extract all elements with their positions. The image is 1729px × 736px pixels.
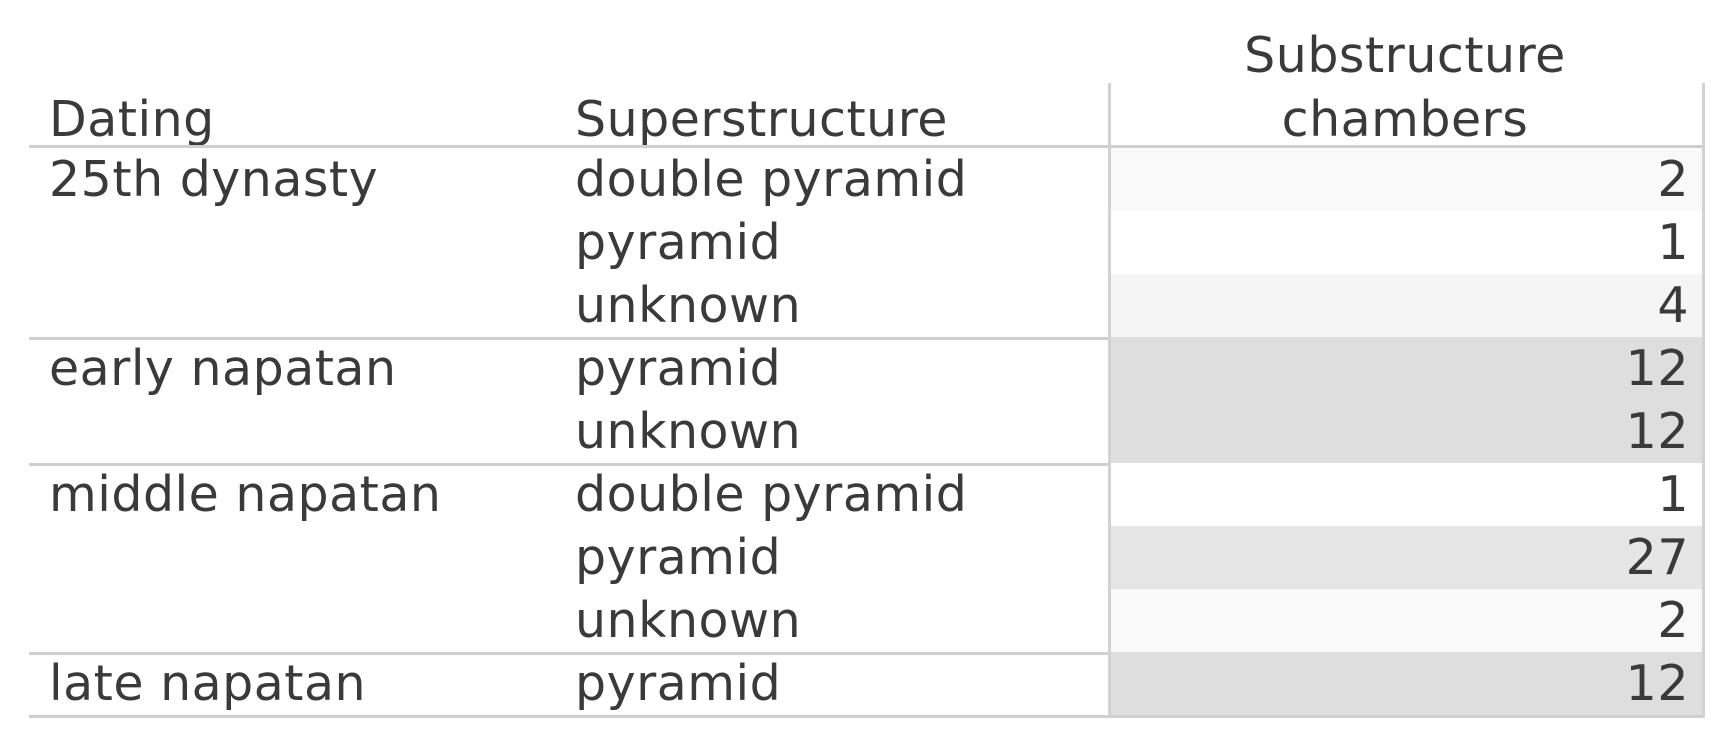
summary-table: Dating Superstructure Substructure chamb… — [29, 0, 1705, 736]
group-divider — [29, 337, 1703, 340]
chambers-cell: 2 — [1657, 592, 1689, 649]
chambers-cell: 27 — [1625, 529, 1689, 586]
dating-cell: late napatan — [49, 655, 367, 712]
dating-cell: early napatan — [49, 340, 397, 397]
chambers-cell: 12 — [1625, 403, 1689, 460]
header-divider — [29, 145, 1703, 148]
chambers-cell-bg — [1110, 274, 1703, 337]
chambers-cell-bg — [1110, 211, 1703, 274]
chambers-cell: 1 — [1657, 466, 1689, 523]
group-divider — [29, 463, 1703, 466]
dating-cell: middle napatan — [49, 466, 442, 523]
dating-cell: 25th dynasty — [49, 151, 379, 208]
chambers-cell-bg — [1110, 652, 1703, 715]
group-divider — [29, 715, 1703, 718]
superstructure-cell: pyramid — [575, 529, 782, 586]
superstructure-cell: double pyramid — [575, 151, 968, 208]
chambers-cell-bg — [1110, 337, 1703, 400]
header-superstructure: Superstructure — [575, 91, 948, 148]
group-divider — [29, 652, 1703, 655]
superstructure-cell: unknown — [575, 592, 802, 649]
superstructure-cell: double pyramid — [575, 466, 968, 523]
chambers-cell: 12 — [1625, 655, 1689, 712]
chambers-cell-bg — [1110, 526, 1703, 589]
column-divider-left — [1108, 83, 1111, 718]
chambers-cell: 2 — [1657, 151, 1689, 208]
superstructure-cell: pyramid — [575, 655, 782, 712]
chambers-cell-bg — [1110, 589, 1703, 652]
chambers-cell-bg — [1110, 148, 1703, 211]
superstructure-cell: pyramid — [575, 214, 782, 271]
chambers-cell: 12 — [1625, 340, 1689, 397]
chambers-cell-bg — [1110, 463, 1703, 526]
header-substructure-line1: Substructure — [1244, 27, 1566, 84]
chambers-cell: 1 — [1657, 214, 1689, 271]
chambers-cell-bg — [1110, 400, 1703, 463]
header-dating: Dating — [49, 91, 215, 148]
column-divider-right — [1702, 83, 1705, 718]
header-substructure-line2: chambers — [1281, 91, 1529, 148]
chambers-cell: 4 — [1657, 277, 1689, 334]
superstructure-cell: unknown — [575, 403, 802, 460]
superstructure-cell: unknown — [575, 277, 802, 334]
superstructure-cell: pyramid — [575, 340, 782, 397]
